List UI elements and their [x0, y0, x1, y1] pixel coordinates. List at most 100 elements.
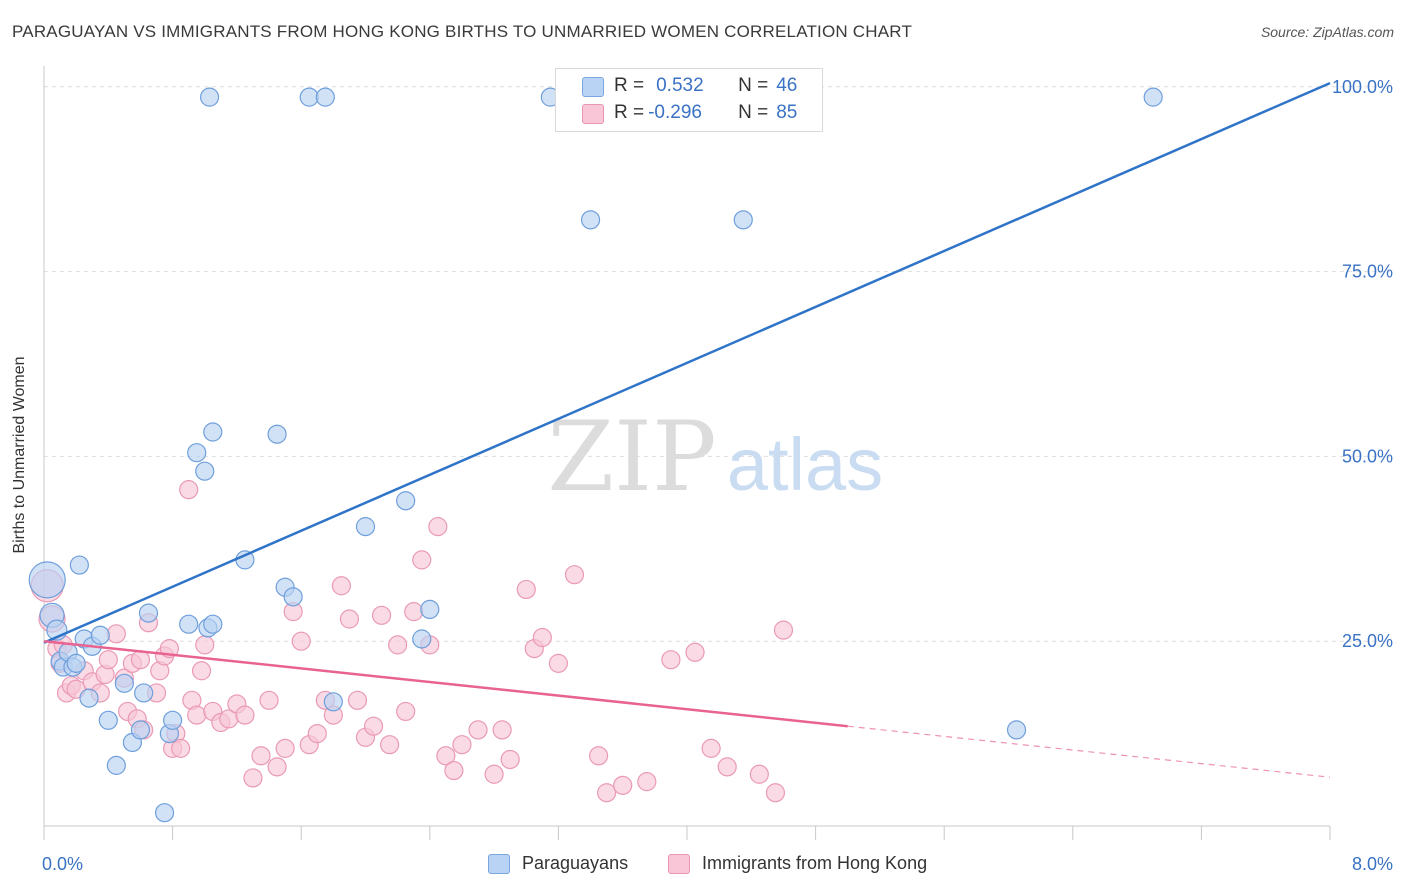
- data-point-hong-kong: [275, 738, 295, 758]
- data-point-paraguayans: [733, 210, 753, 230]
- tick-labels: 25.0% 50.0% 75.0% 100.0% 0.0% 8.0%: [42, 77, 1393, 874]
- data-point-paraguayans: [396, 491, 416, 511]
- data-point-paraguayans: [138, 603, 159, 623]
- data-point-hong-kong: [331, 576, 351, 596]
- data-point-hong-kong: [516, 579, 536, 600]
- legend-n-label: N =: [738, 75, 769, 96]
- legend-item-paraguayans: Paraguayans: [488, 853, 628, 874]
- data-point-hong-kong: [701, 738, 721, 758]
- legend-label: Paraguayans: [522, 853, 629, 873]
- data-point-hong-kong: [597, 783, 617, 803]
- data-point-hong-kong: [363, 716, 384, 736]
- data-point-hong-kong: [428, 517, 448, 537]
- watermark: ZIP atlas: [547, 401, 883, 513]
- data-point-paraguayans: [195, 461, 215, 481]
- data-point-paraguayans: [98, 710, 118, 730]
- data-point-hong-kong: [468, 720, 488, 740]
- trend-line-hong-kong-extension: [847, 725, 1331, 778]
- data-point-hong-kong: [685, 642, 705, 662]
- data-point-hong-kong: [452, 735, 472, 755]
- legend-r-value: -0.296: [648, 102, 702, 123]
- data-point-hong-kong: [444, 760, 464, 781]
- data-point-paraguayans: [315, 87, 335, 107]
- data-point-paraguayans: [79, 688, 99, 708]
- data-point-paraguayans: [412, 629, 432, 649]
- data-point-hong-kong: [500, 749, 520, 770]
- axes: [43, 66, 1331, 840]
- data-point-paraguayans: [114, 673, 134, 693]
- data-point-paraguayans: [106, 755, 126, 775]
- data-point-hong-kong: [130, 650, 151, 670]
- legend-r-label: R =: [614, 102, 645, 123]
- data-point-hong-kong: [717, 757, 737, 777]
- data-point-hong-kong: [243, 768, 263, 788]
- series-paraguayans-points: [28, 87, 1163, 823]
- watermark-zip: ZIP: [547, 401, 716, 513]
- data-point-hong-kong: [588, 746, 609, 766]
- data-point-paraguayans: [1006, 720, 1027, 740]
- data-point-hong-kong: [235, 705, 255, 725]
- data-point-paraguayans: [187, 443, 207, 463]
- data-point-hong-kong: [765, 783, 786, 803]
- series-legend: Paraguayans Immigrants from Hong Kong: [0, 853, 1406, 877]
- legend-n-value: 85: [776, 102, 798, 123]
- data-point-hong-kong: [267, 757, 287, 777]
- data-point-hong-kong: [251, 746, 271, 766]
- data-point-paraguayans: [580, 210, 601, 230]
- grid-lines: [44, 86, 1390, 642]
- legend-swatch-blue: [488, 853, 510, 874]
- data-point-hong-kong: [532, 627, 552, 648]
- legend-n-label: N =: [738, 102, 769, 123]
- data-point-hong-kong: [404, 602, 424, 622]
- legend-r-value: 0.532: [656, 75, 704, 96]
- data-point-paraguayans: [130, 720, 151, 740]
- data-point-hong-kong: [492, 720, 512, 740]
- data-point-hong-kong: [339, 609, 360, 629]
- data-point-paraguayans: [355, 517, 376, 537]
- correlation-legend: R = 0.532 N = 46 R = -0.296 N = 85: [555, 68, 823, 132]
- data-point-paraguayans: [69, 555, 89, 575]
- data-point-hong-kong: [347, 690, 368, 710]
- trend-line-hong-kong: [43, 639, 848, 728]
- data-point-hong-kong: [436, 746, 456, 766]
- data-point-paraguayans: [267, 424, 287, 444]
- data-point-paraguayans: [179, 614, 199, 634]
- data-point-paraguayans: [420, 599, 440, 620]
- chart-source: Source: ZipAtlas.com: [1260, 24, 1394, 40]
- x-tick-label: 0.0%: [42, 854, 83, 874]
- data-point-hong-kong: [396, 701, 416, 722]
- data-point-hong-kong: [171, 738, 191, 758]
- data-point-paraguayans: [28, 561, 66, 599]
- data-point-paraguayans: [134, 683, 154, 703]
- trend-lines: [43, 81, 1331, 778]
- y-tick-label: 25.0%: [1342, 631, 1393, 651]
- watermark-atlas: atlas: [727, 423, 883, 506]
- data-point-hong-kong: [484, 764, 504, 784]
- legend-row-paraguayans: R = 0.532 N = 46: [582, 75, 797, 97]
- data-point-hong-kong: [187, 705, 207, 725]
- data-point-hong-kong: [564, 565, 585, 585]
- data-point-hong-kong: [371, 605, 392, 625]
- y-tick-label: 50.0%: [1342, 446, 1393, 466]
- data-point-hong-kong: [106, 624, 126, 644]
- data-point-hong-kong: [637, 772, 657, 792]
- data-point-hong-kong: [195, 635, 215, 655]
- legend-r-label: R =: [614, 75, 645, 96]
- y-axis-label: Births to Unmarried Women: [11, 356, 28, 554]
- data-point-hong-kong: [773, 620, 794, 640]
- data-point-paraguayans: [283, 587, 303, 607]
- x-tick-label: 8.0%: [1352, 854, 1393, 874]
- legend-label: Immigrants from Hong Kong: [702, 853, 928, 873]
- data-point-paraguayans: [1143, 87, 1163, 107]
- data-point-paraguayans: [90, 625, 110, 645]
- data-point-paraguayans: [199, 87, 220, 107]
- legend-swatch-pink: [668, 853, 690, 874]
- data-point-hong-kong: [98, 650, 118, 670]
- data-point-hong-kong: [548, 653, 569, 673]
- data-point-hong-kong: [661, 650, 681, 670]
- data-point-paraguayans: [203, 614, 223, 634]
- data-point-hong-kong: [191, 661, 212, 681]
- y-tick-label: 100.0%: [1332, 77, 1393, 97]
- data-point-hong-kong: [307, 723, 327, 744]
